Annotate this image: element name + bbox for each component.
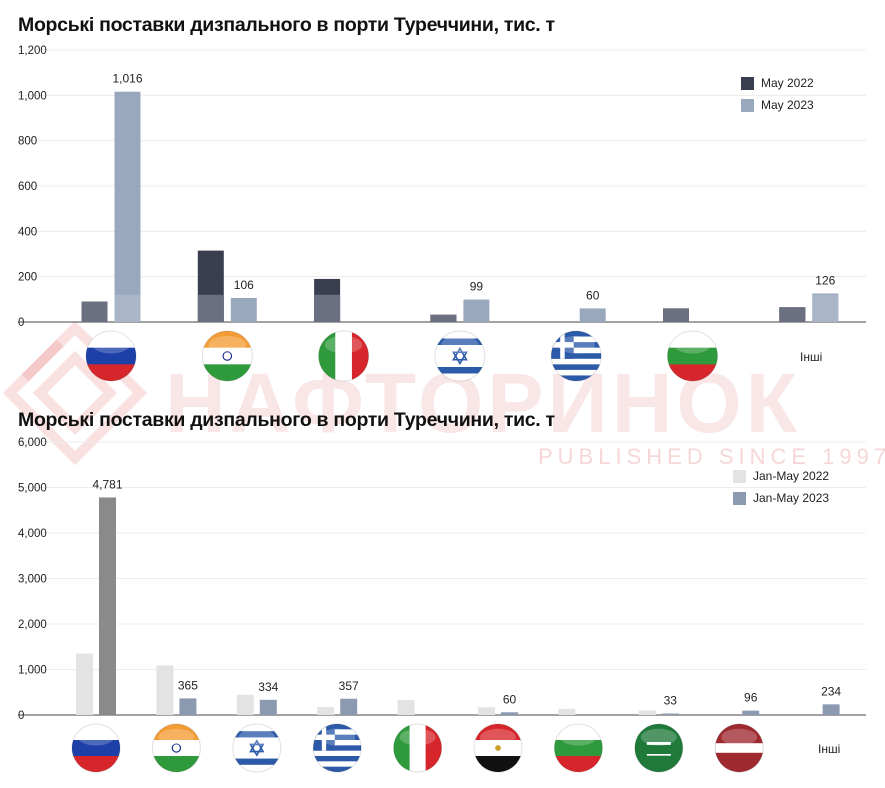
bar-jan-may-2022	[558, 708, 576, 715]
legend-item-may-2023: May 2023	[741, 94, 814, 116]
y-tick-label: 1,000	[18, 665, 47, 677]
legend-swatch	[733, 491, 746, 505]
watermark-tagline: PUBLISHED SINCE 1997	[538, 444, 885, 469]
data-label: 365	[178, 678, 198, 692]
egypt-flag-icon	[473, 723, 523, 773]
chart-1-others-label: Інші	[800, 350, 823, 364]
data-label: 106	[234, 278, 254, 292]
legend-item-may-2022: May 2022	[741, 72, 814, 94]
data-label: 1,016	[112, 72, 142, 86]
russia-flag-icon	[71, 723, 121, 773]
russia-flag-icon	[85, 330, 137, 382]
chart-1: 0 200 400 600 800 1,000 1,200 1,016 106 99 60 126	[18, 45, 866, 382]
y-tick-label: 800	[18, 136, 37, 148]
data-label: 96	[744, 691, 758, 705]
saudi-arabia-flag-icon	[634, 723, 684, 773]
y-tick-label: 200	[18, 272, 37, 284]
y-tick-label: 0	[18, 710, 24, 722]
india-flag-icon	[151, 723, 201, 773]
israel-flag-icon	[232, 723, 282, 773]
bar-segment	[81, 301, 108, 322]
bar-jan-may-2023	[340, 698, 358, 715]
bar-segment	[663, 308, 689, 322]
bar-may-2023	[463, 299, 490, 322]
y-tick-label: 4,000	[18, 528, 47, 540]
legend-label: Jan-May 2023	[753, 491, 830, 505]
bar-may-2023	[230, 297, 257, 322]
bar-may-2023	[579, 308, 606, 322]
bar-jan-may-2022	[638, 710, 656, 715]
greece-flag-icon	[312, 723, 362, 773]
chart-2-title: Морські поставки дизпального в порти Тур…	[18, 409, 555, 431]
bar-jan-may-2023	[661, 713, 679, 715]
legend-swatch	[733, 469, 746, 483]
bar-may-2023	[114, 91, 141, 322]
data-label: 334	[258, 680, 278, 694]
bar-jan-may-2023	[822, 704, 840, 715]
italy-flag-icon	[318, 330, 370, 382]
y-tick-label: 0	[18, 317, 24, 329]
data-label: 234	[821, 684, 841, 698]
data-label: 126	[815, 273, 835, 287]
bar-segment	[812, 294, 839, 322]
y-tick-label: 3,000	[18, 574, 47, 586]
legend-item-jan-may-2022: Jan-May 2022	[733, 465, 829, 487]
bar-jan-may-2022	[156, 665, 174, 715]
latvia-flag-icon	[714, 723, 764, 773]
bar-jan-may-2022	[478, 707, 495, 715]
data-label: 60	[586, 288, 600, 302]
bar-jan-may-2023	[99, 497, 116, 715]
legend-label: May 2023	[761, 98, 814, 112]
data-label: 60	[503, 692, 517, 706]
y-tick-label: 1,200	[18, 45, 47, 57]
legend-label: May 2022	[761, 76, 814, 90]
data-label: 33	[664, 693, 678, 707]
bar-jan-may-2022	[76, 653, 93, 715]
legend-label: Jan-May 2022	[753, 469, 830, 483]
chart-1-legend: May 2022 May 2023	[741, 72, 814, 116]
y-tick-label: 5,000	[18, 483, 47, 495]
y-tick-label: 1,000	[18, 90, 47, 102]
israel-flag-icon	[434, 330, 486, 382]
bulgaria-flag-icon	[667, 330, 718, 382]
data-label: 357	[339, 679, 359, 693]
y-tick-label: 600	[18, 181, 37, 193]
y-tick-label: 400	[18, 226, 37, 238]
bar-jan-may-2023	[259, 699, 277, 715]
chart-2-legend: Jan-May 2022 Jan-May 2023	[733, 465, 829, 509]
bar-jan-may-2023	[179, 698, 197, 715]
bar-segment	[779, 307, 806, 322]
y-tick-label: 2,000	[18, 619, 47, 631]
india-flag-icon	[201, 330, 253, 382]
data-label: 4,781	[92, 477, 122, 491]
chart-2-others-label: Інші	[818, 742, 841, 756]
bar-jan-may-2023	[501, 712, 518, 715]
bar-jan-may-2022	[317, 707, 335, 715]
legend-swatch	[741, 76, 754, 90]
bar-segment	[114, 294, 141, 322]
bar-jan-may-2023	[742, 710, 760, 715]
bar-segment	[197, 294, 224, 322]
legend-item-jan-may-2023: Jan-May 2023	[733, 487, 829, 509]
chart-1-title: Морські поставки дизпального в порти Тур…	[18, 14, 555, 36]
legend-swatch	[741, 98, 754, 112]
bar-jan-may-2022	[397, 699, 415, 715]
bar-segment	[314, 294, 341, 322]
bar-jan-may-2022	[236, 694, 254, 715]
greece-flag-icon	[550, 330, 602, 382]
bulgaria-flag-icon	[553, 723, 603, 773]
y-tick-label: 6,000	[18, 437, 47, 449]
data-label: 99	[470, 280, 484, 294]
italy-flag-icon	[393, 723, 443, 773]
bar-segment	[430, 314, 457, 322]
